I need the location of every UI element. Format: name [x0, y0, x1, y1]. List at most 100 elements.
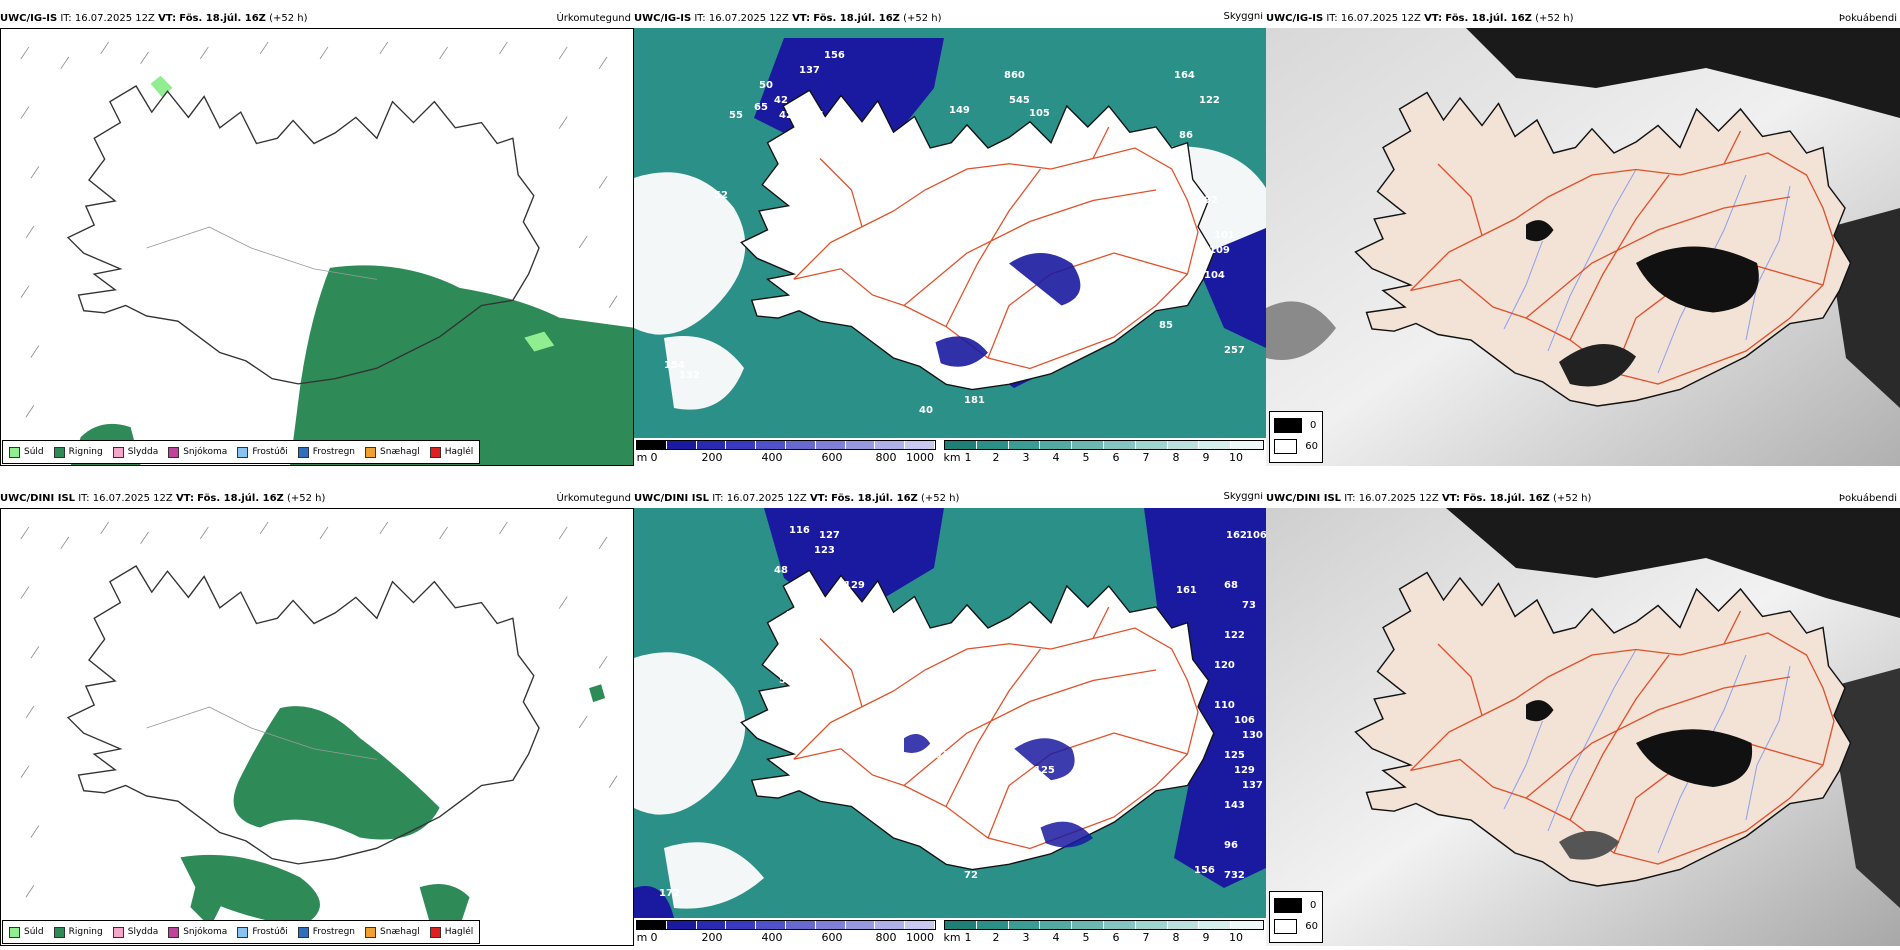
scale-tick: 3	[1022, 451, 1030, 464]
scale-tick: 4	[1052, 931, 1060, 944]
scale-tick: 10	[1229, 931, 1243, 944]
scale-tick: 2	[992, 451, 1000, 464]
visibility-value-label: 154	[664, 360, 685, 371]
visibility-map[interactable]: 116 127 123 48 50 129 41 39 157 125 109 55 59 162 106 6…	[634, 508, 1266, 918]
visibility-value-label: 90	[974, 365, 988, 376]
panel-fog-row2: UWC/DINI ISL IT: 16.07.2025 12Z VT: Fös.…	[1266, 492, 1900, 946]
precip-map[interactable]: Súld Rigning Slydda Snjókoma Frostúði Fr…	[0, 508, 634, 946]
visibility-value-label: 50	[799, 580, 813, 591]
legend-swatch	[429, 926, 441, 938]
model-name: UWC/DINI ISL	[0, 493, 76, 504]
legend-freezing-rain: Frostregn	[297, 446, 355, 458]
vis-scale-m: m 0 200 400 600 800 1000	[636, 440, 936, 466]
vt-value: Fös. 18.júl. 16Z	[1445, 13, 1532, 24]
visibility-value-label: 96	[1224, 840, 1238, 851]
legend-label: Frostúði	[252, 447, 288, 457]
legend-freezing-drizzle: Frostúði	[237, 446, 288, 458]
scale-tick: 400	[761, 931, 783, 944]
scale-tick: 6	[1112, 931, 1120, 944]
legend-swatch	[9, 926, 20, 938]
legend-hail: Haglél	[429, 926, 473, 938]
panel-fog-row1: UWC/IG-IS IT: 16.07.2025 12Z VT: Fös. 18…	[1266, 12, 1900, 466]
legend-swatch	[53, 446, 65, 458]
legend-rain: Rigning	[53, 926, 103, 938]
scale-tick: 1	[964, 451, 972, 464]
legend-swatch	[297, 926, 309, 938]
visibility-value-label: 125	[1224, 750, 1245, 761]
legend-swatch	[1274, 418, 1302, 433]
visibility-value-label: 157	[834, 615, 855, 626]
precip-map[interactable]: Súld Rigning Slydda Snjókoma Frostúði Fr…	[0, 28, 634, 466]
legend-snow-pellets: Snæhagl	[365, 926, 420, 938]
visibility-value-label: 129	[1234, 765, 1255, 776]
visibility-value-label: 120	[1214, 660, 1235, 671]
scale-tick: 200	[701, 931, 723, 944]
visibility-value-label: 132	[679, 370, 700, 381]
visibility-value-label: 123	[814, 545, 835, 556]
legend-label: Frostúði	[252, 927, 288, 937]
panel-precip-row2: UWC/DINI ISL IT: 16.07.2025 12Z VT: Fös.…	[0, 492, 634, 946]
fog-map[interactable]: 0 60	[1266, 28, 1900, 466]
visibility-value-label: 257	[1224, 345, 1245, 356]
visibility-value-label: 149	[949, 105, 970, 116]
scale-tick: 3	[1022, 931, 1030, 944]
visibility-value-label: 162	[1226, 530, 1247, 541]
visibility-value-label: 48	[774, 170, 788, 181]
visibility-value-label: 106	[1234, 715, 1255, 726]
lead-time: (+52 h)	[1553, 493, 1592, 504]
product-name: Skyggni	[1223, 492, 1263, 502]
it-label: IT:	[60, 13, 72, 24]
it-label: IT:	[694, 13, 706, 24]
vt-value: Fös. 18.júl. 16Z	[197, 493, 284, 504]
legend-label: Frostregn	[312, 927, 356, 937]
visibility-value-label: 141	[804, 110, 825, 121]
visibility-value-label: 732	[1224, 870, 1245, 881]
visibility-value-label: 86	[1179, 130, 1193, 141]
legend-swatch	[112, 446, 124, 458]
vt-label: VT:	[1424, 13, 1443, 24]
legend-swatch	[297, 446, 309, 458]
visibility-value-label: 105	[1029, 108, 1050, 119]
scale-tick: 0	[650, 451, 658, 464]
vt-value: Fös. 18.júl. 16Z	[179, 13, 266, 24]
fog-legend-dark: 0	[1274, 418, 1318, 433]
vt-value: Fös. 18.júl. 16Z	[1463, 493, 1550, 504]
legend-snow: Snjókoma	[168, 926, 228, 938]
it-value: 16.07.2025 12Z	[1358, 493, 1439, 504]
lead-time: (+52 h)	[269, 13, 308, 24]
vis-scale-m-ticks: m 0 200 400 600 800 1000	[636, 930, 936, 944]
fog-legend-dark: 0	[1274, 898, 1318, 913]
visibility-map[interactable]: 137 156 50 42 65 42 55 141 150 146 69 34 48 62 44 52 21 8…	[634, 28, 1266, 438]
scale-tick: 800	[875, 931, 897, 944]
visibility-value-label: 101	[1214, 230, 1235, 241]
visibility-value-label: 85	[1159, 320, 1173, 331]
legend-swatch	[1274, 919, 1298, 934]
scale-unit: m	[636, 451, 648, 464]
precip-legend: Súld Rigning Slydda Snjókoma Frostúði Fr…	[2, 920, 481, 944]
lead-time: (+52 h)	[287, 493, 326, 504]
legend-swatch	[112, 926, 124, 938]
vt-label: VT:	[175, 493, 194, 504]
fog-legend-light: 60	[1274, 919, 1318, 934]
legend-label: Rigning	[68, 447, 103, 457]
panel-title: UWC/IG-IS IT: 16.07.2025 12Z VT: Fös. 18…	[634, 12, 1266, 28]
legend-swatch	[237, 446, 249, 458]
legend-snow: Snjókoma	[168, 446, 227, 458]
legend-swatch	[365, 446, 377, 458]
visibility-value-label: 44	[814, 185, 828, 196]
vt-value: Fös. 18.júl. 16Z	[831, 493, 918, 504]
visibility-value-label: 55	[729, 110, 743, 121]
vt-value: Fös. 18.júl. 16Z	[813, 13, 900, 24]
fog-map[interactable]: 0 60	[1266, 508, 1900, 946]
visibility-value-label: 109	[1209, 245, 1230, 256]
vis-scale-km: km 1 2 3 4 5 6 7 8 9 10	[943, 920, 1264, 946]
visibility-value-label: 39	[774, 710, 788, 721]
legend-swatch	[1274, 439, 1298, 454]
legend-label: Snjókoma	[183, 927, 228, 937]
panel-title: UWC/DINI ISL IT: 16.07.2025 12Z VT: Fös.…	[1266, 492, 1900, 508]
visibility-value-label: 59	[779, 675, 793, 686]
model-name: UWC/DINI ISL	[1266, 493, 1342, 504]
it-value: 16.07.2025 12Z	[74, 13, 155, 24]
